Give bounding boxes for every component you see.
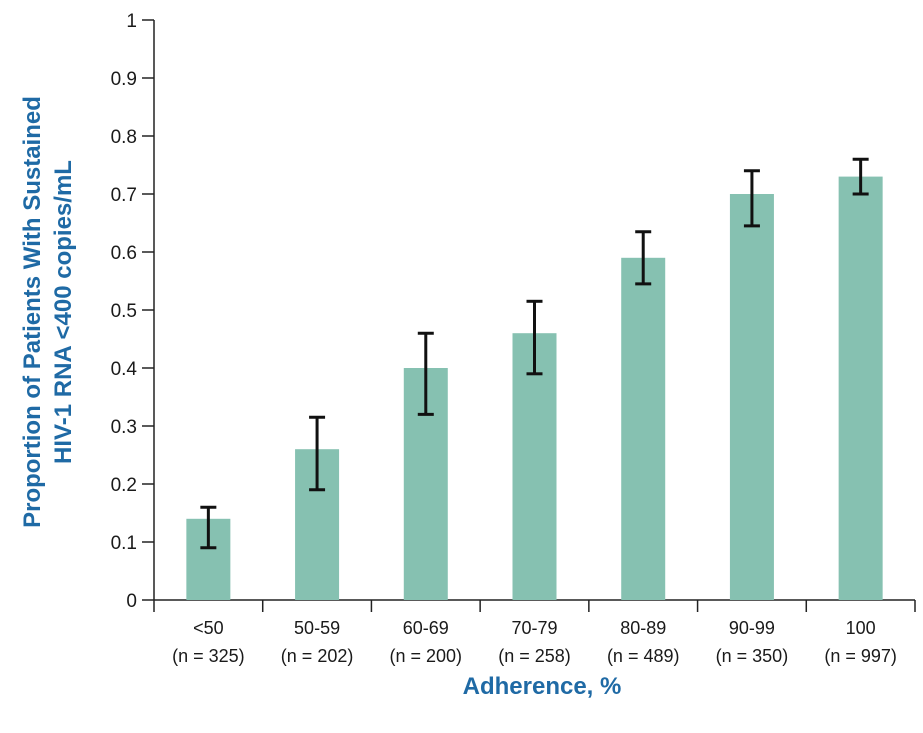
- error-bar: [526, 299, 543, 376]
- y-tick-label: 0.9: [111, 69, 137, 90]
- category-label: 90-99: [729, 618, 775, 638]
- y-tick-label: 0.3: [111, 417, 137, 438]
- bar: [621, 257, 666, 600]
- category-label: 60-69: [403, 618, 449, 638]
- y-axis-title-line2: HIV-1 RNA <400 copies/mL: [50, 160, 77, 464]
- error-bar: [200, 505, 217, 550]
- error-bar: [852, 157, 869, 196]
- category-label: 70-79: [511, 618, 557, 638]
- error-bars: [200, 157, 869, 550]
- bar: [729, 194, 774, 600]
- category-sample-size: (n = 325): [172, 646, 245, 666]
- error-bar: [743, 169, 760, 228]
- x-axis: [153, 599, 916, 612]
- category-sample-size: (n = 258): [498, 646, 571, 666]
- y-tick-label: 0: [126, 591, 137, 612]
- y-tick-label: 0.6: [111, 243, 137, 264]
- y-tick-label: 0.4: [111, 359, 138, 380]
- category-label: 100: [846, 618, 876, 638]
- y-axis-title: Proportion of Patients With Sustained HI…: [19, 96, 77, 528]
- y-tick-label: 0.5: [111, 301, 137, 322]
- category-sample-size: (n = 200): [390, 646, 463, 666]
- category-label: <50: [193, 618, 224, 638]
- category-sample-size: (n = 489): [607, 646, 680, 666]
- y-axis-title-line1: Proportion of Patients With Sustained: [19, 96, 46, 528]
- x-axis-title: Adherence, %: [463, 673, 622, 700]
- bar: [838, 176, 883, 600]
- category-sample-size: (n = 202): [281, 646, 354, 666]
- y-tick-label: 0.8: [111, 127, 137, 148]
- error-bar: [309, 415, 326, 492]
- category-label: 80-89: [620, 618, 666, 638]
- error-bar: [635, 230, 652, 286]
- error-bar: [417, 331, 434, 416]
- y-tick-label: 1: [126, 11, 137, 32]
- category-sample-size: (n = 350): [716, 646, 789, 666]
- y-tick-label: 0.7: [111, 185, 137, 206]
- y-tick-label: 0.1: [111, 533, 137, 554]
- bars: [186, 176, 883, 600]
- category-sample-size: (n = 997): [824, 646, 897, 666]
- y-tick-label: 0.2: [111, 475, 137, 496]
- y-axis: 0 0.1 0.2 0.3 0.4 0.5 0.6 0.7 0.8 0.9 1: [111, 11, 155, 612]
- bar: [512, 333, 557, 600]
- category-labels: <50 (n = 325) 50-59 (n = 202) 60-69 (n = 200)…: [172, 618, 897, 666]
- category-label: 50-59: [294, 618, 340, 638]
